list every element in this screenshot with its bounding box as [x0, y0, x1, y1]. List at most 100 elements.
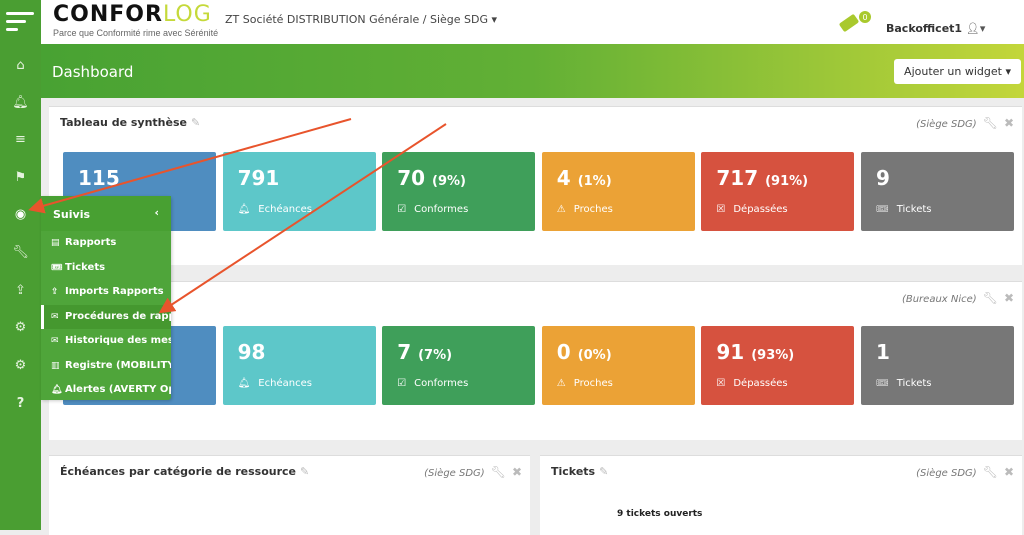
- panel-scope: (Siège SDG): [916, 468, 977, 479]
- gear-icon[interactable]: ⚙: [14, 320, 27, 335]
- tile-label: ⚠ Proches: [556, 378, 613, 389]
- chevron-left-icon[interactable]: ‹: [154, 206, 159, 219]
- tile-label: 🔔︎ Echéances: [237, 378, 312, 389]
- tickets-notification[interactable]: 0: [838, 10, 872, 34]
- tickets-subtitle: 9 tickets ouverts: [617, 509, 703, 519]
- page-title: Dashboard: [52, 63, 134, 81]
- warning-icon: ⚠: [556, 378, 566, 389]
- panel-scope: (Siège SDG): [916, 119, 977, 130]
- tile-label: 🎟︎ Tickets: [876, 378, 932, 389]
- eye-icon[interactable]: ◉: [14, 207, 27, 222]
- wrench-icon[interactable]: 🔧︎: [982, 116, 998, 130]
- bell-icon: 🔔︎: [237, 204, 251, 215]
- submenu-item[interactable]: ✉Procédures de rappel: [41, 304, 171, 329]
- help-icon[interactable]: ?: [16, 396, 25, 411]
- add-widget-button[interactable]: Ajouter un widget ▾: [894, 59, 1021, 84]
- categories-panel: Échéances par catégorie de ressource ✎ (S…: [49, 455, 530, 535]
- stat-tile[interactable]: 98 🔔︎ Echéances: [222, 326, 376, 405]
- submenu-item[interactable]: 🔔︎Alertes (AVERTY Opt...: [51, 384, 171, 395]
- close-icon[interactable]: ✖: [1003, 291, 1014, 305]
- submenu-item[interactable]: ⇪ Imports Rapports: [51, 286, 164, 297]
- tile-value: 1: [876, 340, 890, 364]
- suivis-submenu: Suivis ‹ ▤ Rapports 🎟︎ Tickets ⇪ Imports Rappo…: [41, 196, 171, 400]
- wrench-icon[interactable]: 🔧︎: [12, 245, 29, 260]
- envelope-open-icon: ✉: [51, 336, 59, 346]
- tile-label: ☒ Dépassées: [716, 378, 788, 389]
- page-banner: Dashboard Ajouter un widget ▾: [41, 44, 1024, 98]
- bell-icon: 🔔︎: [237, 378, 251, 389]
- submenu-item[interactable]: ✉Historique des mess...: [51, 335, 171, 346]
- calendar-check-icon: ☑: [397, 204, 407, 215]
- bell-icon: 🔔︎: [51, 385, 63, 395]
- tile-value: 9: [876, 166, 890, 190]
- stat-tile[interactable]: 70 (9%) ☑ Conformes: [382, 152, 536, 231]
- tile-value: 91 (93%): [716, 340, 795, 364]
- submenu-item[interactable]: ▤ Rapports: [51, 237, 117, 248]
- calendar-check-icon: ☑: [397, 378, 407, 389]
- calendar-x-icon: ☒: [716, 378, 726, 389]
- tile-value: 70 (9%): [397, 166, 466, 190]
- upload-icon[interactable]: ⇪: [15, 283, 26, 298]
- file-icon: ▤: [51, 238, 60, 248]
- wrench-icon[interactable]: 🔧︎: [982, 465, 998, 479]
- database-icon[interactable]: ≡: [15, 132, 26, 147]
- submenu-item[interactable]: 🎟︎ Tickets: [51, 261, 106, 273]
- stat-tile[interactable]: 791 🔔︎ Echéances: [222, 152, 376, 231]
- warning-icon: ⚠: [556, 204, 566, 215]
- tile-value: 98: [237, 340, 266, 364]
- tile-label: 🔔︎ Echéances: [237, 204, 312, 215]
- wrench-icon[interactable]: 🔧︎: [490, 465, 506, 479]
- stat-tile[interactable]: 9 🎟︎ Tickets: [861, 152, 1014, 231]
- ticket-icon: 🎟︎: [876, 378, 889, 389]
- wrench-icon[interactable]: 🔧︎: [982, 291, 998, 305]
- tagline: Parce que Conformité rime avec Sérénité: [53, 28, 219, 38]
- sidebar: ⌂ 🔔︎ ≡ ⚑ ◉ 🔧︎ ⇪ ⚙ ⚙ ?: [0, 0, 41, 530]
- ticket-icon: 0: [839, 11, 871, 32]
- tile-label: 🎟︎ Tickets: [876, 204, 932, 215]
- company-selector[interactable]: ZT Société DISTRIBUTION Générale / Siège…: [225, 13, 498, 26]
- panel-title: Tableau de synthèse ✎: [60, 116, 201, 129]
- tile-value: 717 (91%): [716, 166, 809, 190]
- tile-value: 7 (7%): [397, 340, 453, 364]
- tile-label: ☑ Conformes: [397, 378, 469, 389]
- menu-toggle-icon[interactable]: [6, 12, 34, 36]
- stat-tile[interactable]: 91 (93%) ☒ Dépassées: [701, 326, 855, 405]
- home-icon[interactable]: ⌂: [16, 58, 25, 73]
- logo[interactable]: CONFORLOG: [53, 2, 212, 27]
- tile-label: ⚠ Proches: [556, 204, 613, 215]
- top-header: CONFORLOG Parce que Conformité rime avec…: [41, 0, 1024, 44]
- close-icon[interactable]: ✖: [1003, 465, 1014, 479]
- edit-pencil-icon[interactable]: ✎: [599, 465, 609, 478]
- tile-value: 0 (0%): [556, 340, 612, 364]
- ticket-icon: 🎟︎: [876, 204, 889, 215]
- stat-tile[interactable]: 4 (1%) ⚠ Proches: [541, 152, 695, 231]
- panel-scope: (Bureaux Nice): [901, 294, 977, 305]
- stat-tile[interactable]: 1 🎟︎ Tickets: [861, 326, 1014, 405]
- flag-icon[interactable]: ⚑: [14, 170, 27, 185]
- bell-icon[interactable]: 🔔︎: [12, 95, 29, 110]
- edit-pencil-icon[interactable]: ✎: [300, 465, 310, 478]
- arrow-to-procedures: [158, 123, 447, 314]
- close-icon[interactable]: ✖: [1003, 116, 1014, 130]
- stat-tile[interactable]: 717 (91%) ☒ Dépassées: [701, 152, 855, 231]
- user-menu[interactable]: Backofficet1 👤︎▾: [886, 22, 986, 35]
- stat-tile[interactable]: 7 (7%) ☑ Conformes: [382, 326, 536, 405]
- tile-label: ☒ Dépassées: [716, 204, 788, 215]
- tile-value: 4 (1%): [556, 166, 612, 190]
- tickets-panel: Tickets ✎ (Siège SDG) 🔧︎ ✖ 9 tickets ouvert…: [540, 455, 1022, 535]
- panel-title: Échéances par catégorie de ressource ✎: [60, 465, 310, 478]
- calendar-x-icon: ☒: [716, 204, 726, 215]
- edit-pencil-icon[interactable]: ✎: [190, 116, 201, 129]
- submenu-item[interactable]: ▥Registre (MOBILITY ...: [51, 359, 171, 371]
- ticket-icon: 🎟︎: [51, 262, 63, 273]
- panel-title: Tickets ✎: [551, 465, 609, 478]
- ticket-count: 0: [862, 13, 867, 22]
- user-icon: 👤︎▾: [965, 22, 986, 35]
- upload-icon: ⇪: [51, 287, 59, 297]
- gears-icon[interactable]: ⚙: [14, 358, 27, 373]
- stat-tile[interactable]: 0 (0%) ⚠ Proches: [541, 326, 695, 405]
- submenu-header: Suivis ‹: [41, 196, 171, 231]
- tile-label: ☑ Conformes: [397, 204, 469, 215]
- close-icon[interactable]: ✖: [511, 465, 522, 479]
